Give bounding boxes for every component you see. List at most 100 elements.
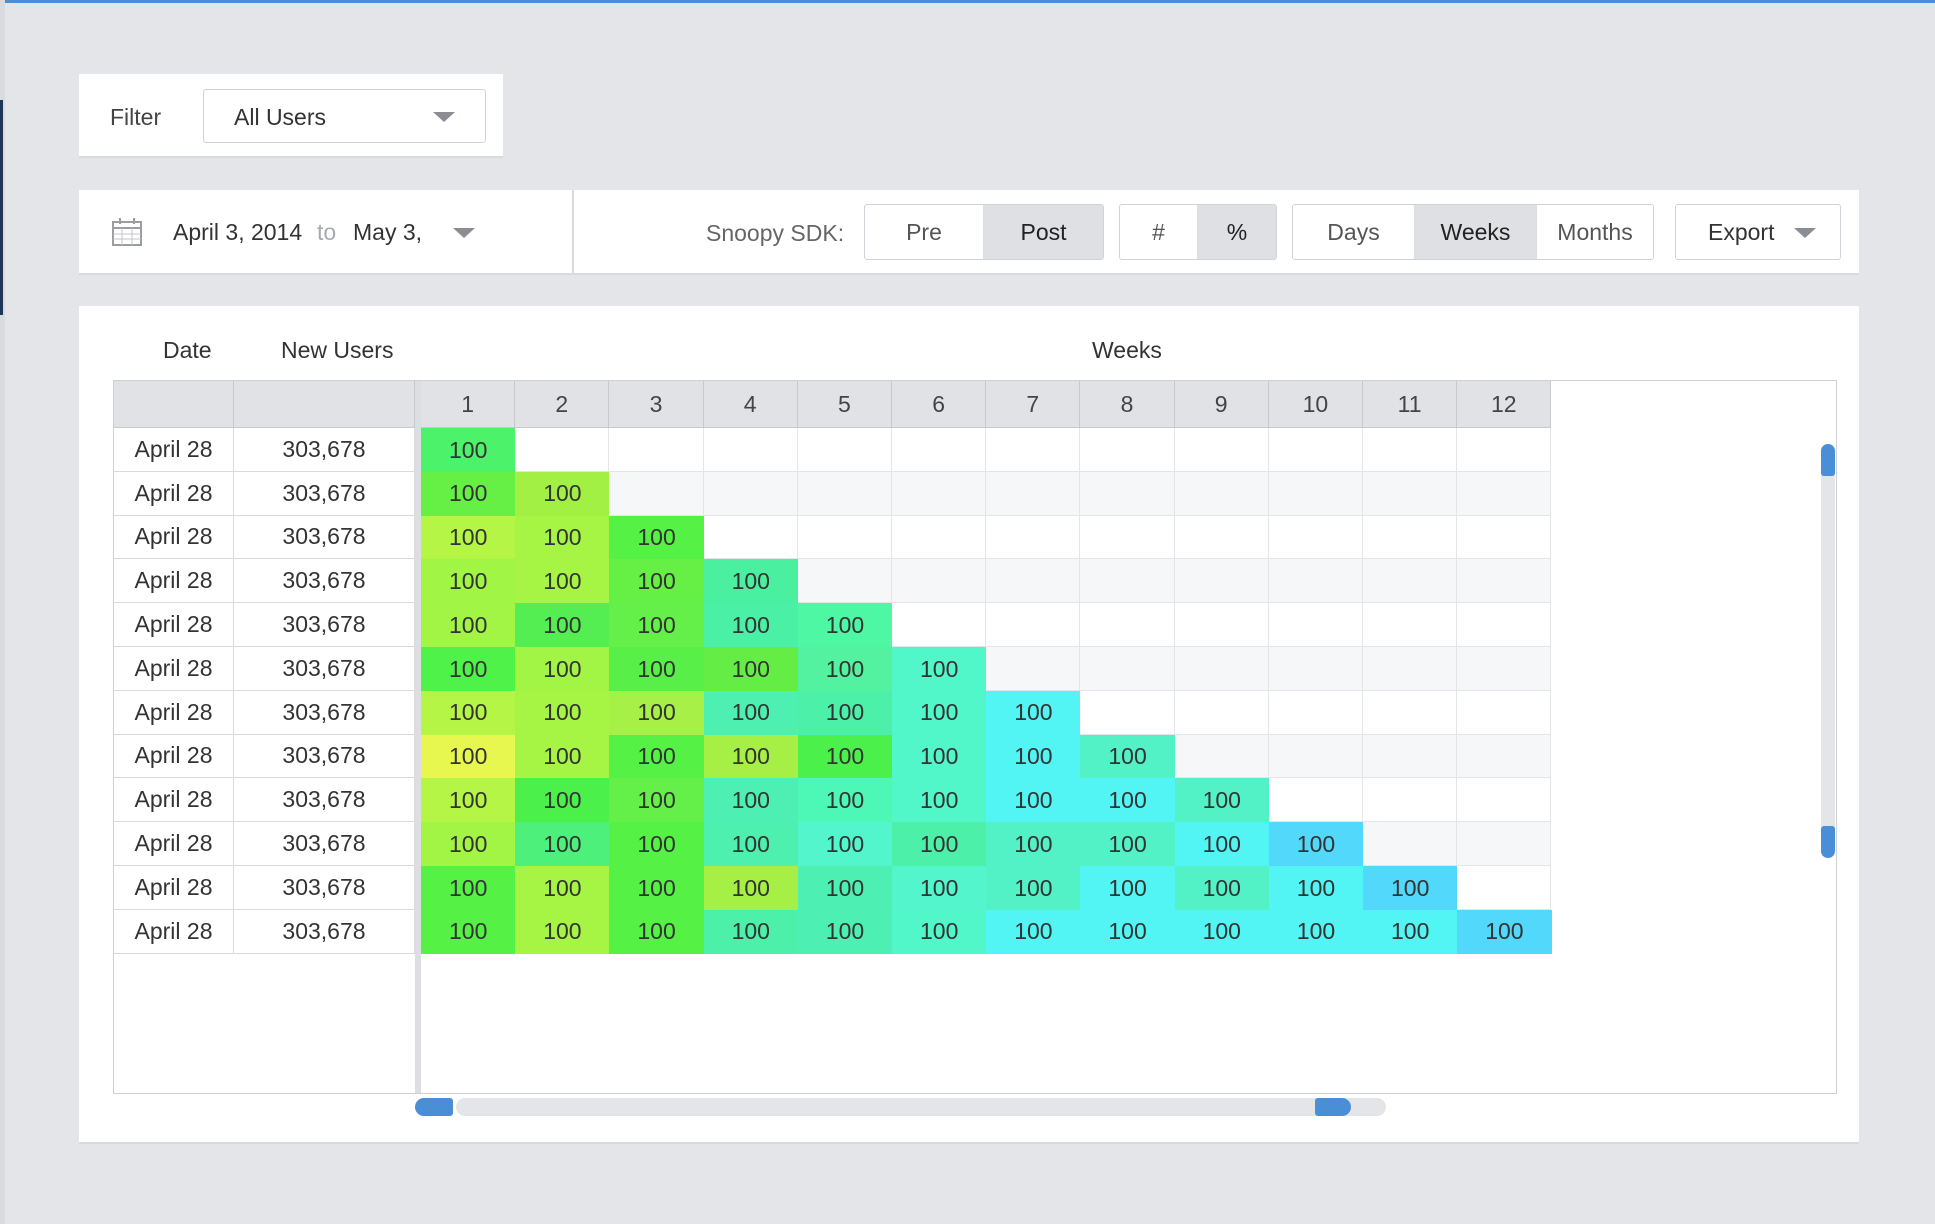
- retention-cell[interactable]: 100: [703, 822, 799, 867]
- week-column-header[interactable]: 7: [986, 381, 1081, 428]
- retention-cell[interactable]: 100: [1174, 909, 1270, 955]
- export-button[interactable]: Export: [1675, 204, 1841, 260]
- retention-cell[interactable]: 100: [797, 909, 893, 955]
- retention-cell[interactable]: 100: [703, 603, 799, 648]
- retention-cell[interactable]: 100: [609, 734, 705, 779]
- week-column-header[interactable]: 8: [1080, 381, 1175, 428]
- vertical-scrollbar-track[interactable]: [1821, 444, 1835, 834]
- retention-cell[interactable]: 100: [609, 866, 705, 911]
- period-days-button[interactable]: Days: [1293, 205, 1415, 259]
- week-column-header[interactable]: 6: [892, 381, 987, 428]
- retention-cell[interactable]: 100: [421, 822, 516, 867]
- retention-cell[interactable]: 100: [892, 734, 987, 779]
- retention-cell[interactable]: 100: [797, 822, 893, 867]
- retention-cell[interactable]: 100: [1457, 909, 1552, 955]
- retention-cell[interactable]: 100: [1080, 778, 1176, 823]
- week-column-header[interactable]: 12: [1457, 381, 1552, 428]
- retention-cell[interactable]: 100: [1174, 866, 1270, 911]
- retention-cell[interactable]: 100: [892, 690, 987, 736]
- retention-cell[interactable]: 100: [797, 603, 893, 648]
- retention-cell[interactable]: 100: [609, 603, 705, 648]
- retention-cell[interactable]: 100: [421, 471, 516, 517]
- retention-cell[interactable]: 100: [609, 778, 705, 823]
- retention-cell[interactable]: 100: [892, 647, 987, 692]
- retention-cell[interactable]: 100: [515, 909, 610, 955]
- retention-cell[interactable]: 100: [703, 866, 799, 911]
- sdk-pre-button[interactable]: Pre: [865, 205, 984, 259]
- retention-cell[interactable]: 100: [609, 647, 705, 692]
- horizontal-scrollbar-track[interactable]: [456, 1098, 1386, 1116]
- retention-cell[interactable]: 100: [797, 734, 893, 779]
- retention-cell[interactable]: 100: [797, 647, 893, 692]
- retention-cell[interactable]: 100: [515, 778, 610, 823]
- retention-cell[interactable]: 100: [609, 909, 705, 955]
- week-column-header[interactable]: 4: [703, 381, 798, 428]
- week-column-header[interactable]: 11: [1363, 381, 1458, 428]
- week-column-header[interactable]: 9: [1174, 381, 1269, 428]
- retention-cell[interactable]: 100: [609, 559, 705, 604]
- retention-cell[interactable]: 100: [515, 515, 610, 560]
- date-range-picker[interactable]: April 3, 2014 to May 3,: [79, 190, 574, 273]
- retention-cell[interactable]: 100: [1080, 909, 1176, 955]
- retention-cell[interactable]: 100: [986, 778, 1081, 823]
- period-weeks-button[interactable]: Weeks: [1415, 205, 1537, 259]
- retention-cell[interactable]: 100: [797, 778, 893, 823]
- retention-cell[interactable]: 100: [421, 778, 516, 823]
- retention-cell[interactable]: 100: [515, 822, 610, 867]
- week-column-header[interactable]: 2: [515, 381, 610, 428]
- retention-cell[interactable]: 100: [703, 647, 799, 692]
- retention-cell[interactable]: 100: [609, 690, 705, 736]
- week-column-header[interactable]: 1: [421, 381, 516, 428]
- retention-cell[interactable]: 100: [515, 471, 610, 517]
- retention-cell[interactable]: 100: [892, 866, 987, 911]
- horizontal-scrollbar-handle-right[interactable]: [1315, 1098, 1351, 1116]
- retention-cell[interactable]: 100: [1174, 778, 1270, 823]
- retention-cell[interactable]: 100: [421, 603, 516, 648]
- retention-cell[interactable]: 100: [986, 734, 1081, 779]
- retention-cell[interactable]: 100: [986, 866, 1081, 911]
- retention-cell[interactable]: 100: [421, 866, 516, 911]
- retention-cell[interactable]: 100: [421, 734, 516, 779]
- filter-dropdown[interactable]: All Users: [203, 89, 486, 143]
- retention-cell[interactable]: 100: [1080, 734, 1176, 779]
- retention-cell[interactable]: 100: [1080, 866, 1176, 911]
- retention-cell[interactable]: 100: [703, 690, 799, 736]
- retention-cell[interactable]: 100: [1268, 822, 1364, 867]
- retention-cell[interactable]: 100: [515, 866, 610, 911]
- week-column-header[interactable]: 3: [609, 381, 704, 428]
- retention-cell[interactable]: 100: [797, 690, 893, 736]
- retention-cell[interactable]: 100: [1363, 909, 1458, 955]
- retention-cell[interactable]: 100: [892, 822, 987, 867]
- retention-cell[interactable]: 100: [515, 690, 610, 736]
- vertical-scrollbar-handle-top[interactable]: [1821, 444, 1835, 476]
- retention-cell[interactable]: 100: [515, 647, 610, 692]
- retention-cell[interactable]: 100: [1080, 822, 1176, 867]
- retention-cell[interactable]: 100: [986, 690, 1081, 736]
- vertical-scrollbar-handle-bottom[interactable]: [1821, 826, 1835, 858]
- week-column-header[interactable]: 5: [797, 381, 892, 428]
- retention-cell[interactable]: 100: [421, 690, 516, 736]
- retention-cell[interactable]: 100: [1174, 822, 1270, 867]
- retention-cell[interactable]: 100: [421, 909, 516, 955]
- week-column-header[interactable]: 10: [1268, 381, 1363, 428]
- retention-cell[interactable]: 100: [1268, 866, 1364, 911]
- unit-percent-button[interactable]: %: [1198, 205, 1276, 259]
- retention-cell[interactable]: 100: [515, 734, 610, 779]
- retention-cell[interactable]: 100: [892, 778, 987, 823]
- retention-cell[interactable]: 100: [609, 822, 705, 867]
- retention-cell[interactable]: 100: [1268, 909, 1364, 955]
- retention-cell[interactable]: 100: [421, 428, 516, 473]
- horizontal-scrollbar-handle-left[interactable]: [415, 1098, 453, 1116]
- retention-cell[interactable]: 100: [703, 778, 799, 823]
- sdk-post-button[interactable]: Post: [984, 205, 1103, 259]
- retention-cell[interactable]: 100: [703, 909, 799, 955]
- retention-cell[interactable]: 100: [892, 909, 987, 955]
- retention-cell[interactable]: 100: [986, 909, 1081, 955]
- retention-cell[interactable]: 100: [421, 647, 516, 692]
- retention-cell[interactable]: 100: [609, 515, 705, 560]
- retention-cell[interactable]: 100: [703, 734, 799, 779]
- retention-cell[interactable]: 100: [1363, 866, 1458, 911]
- retention-cell[interactable]: 100: [421, 515, 516, 560]
- retention-cell[interactable]: 100: [703, 559, 799, 604]
- retention-cell[interactable]: 100: [515, 603, 610, 648]
